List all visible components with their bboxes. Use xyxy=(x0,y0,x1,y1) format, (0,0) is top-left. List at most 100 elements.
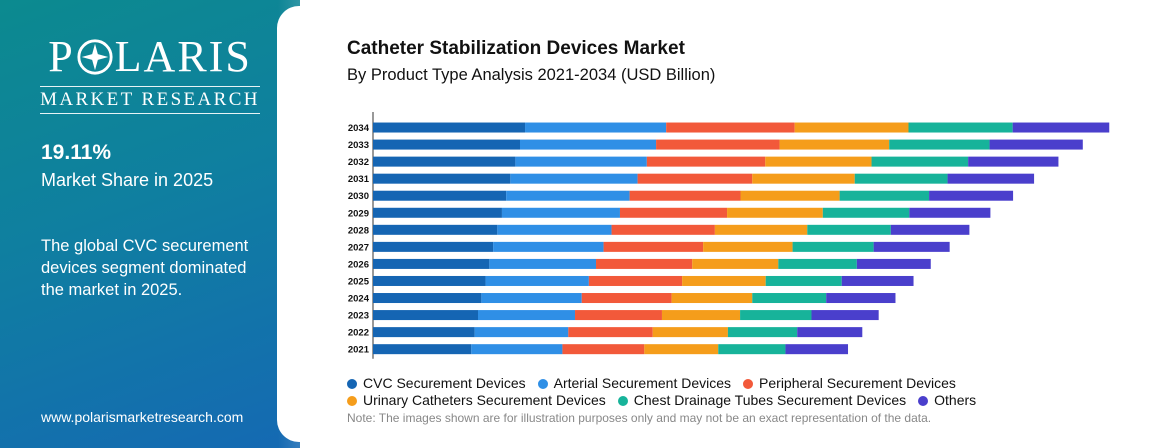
bar-2027-series-0 xyxy=(373,241,494,252)
logo-letter-p: P xyxy=(48,32,75,81)
bar-2034-series-1 xyxy=(525,122,667,133)
bar-2032-series-5 xyxy=(968,156,1059,167)
legend-item-others: Others xyxy=(918,392,976,409)
disclaimer-note: Note: The images shown are for illustrat… xyxy=(347,411,932,425)
legend-row-1: CVC Securement Devices Arterial Secureme… xyxy=(347,375,1147,392)
bar-2030-series-4 xyxy=(839,190,930,201)
bar-2025-series-1 xyxy=(485,275,589,286)
bar-2033-series-2 xyxy=(656,139,780,150)
bar-2030-series-5 xyxy=(929,190,1014,201)
bar-2024-series-5 xyxy=(826,293,896,304)
bar-2027-series-1 xyxy=(493,241,604,252)
chart-title: Catheter Stabilization Devices Market xyxy=(347,38,685,59)
legend-label-peripheral: Peripheral Securement Devices xyxy=(759,375,956,391)
bar-2029-series-4 xyxy=(822,207,910,218)
bar-2031-series-1 xyxy=(510,173,638,184)
y-tick-label-2027: 2027 xyxy=(348,242,369,253)
bar-2026-series-5 xyxy=(856,258,931,269)
bar-2021-series-0 xyxy=(373,344,472,355)
bar-2031-series-4 xyxy=(854,173,948,184)
legend-label-others: Others xyxy=(934,392,977,408)
bar-2034-series-0 xyxy=(373,122,526,133)
bar-2029-series-0 xyxy=(373,207,502,218)
bar-2032-series-4 xyxy=(871,156,969,167)
bar-2024-series-1 xyxy=(481,293,582,304)
y-tick-label-2025: 2025 xyxy=(348,276,370,287)
bar-2029-series-2 xyxy=(619,207,728,218)
bar-2033-series-4 xyxy=(889,139,990,150)
bar-2026-series-1 xyxy=(489,258,597,269)
bar-2022-series-1 xyxy=(474,327,569,338)
bar-2022-series-0 xyxy=(373,327,475,338)
bar-2026-series-3 xyxy=(692,258,779,269)
bar-2029-series-1 xyxy=(501,207,620,218)
y-tick-label-2026: 2026 xyxy=(348,259,369,270)
bar-2025-series-0 xyxy=(373,275,486,286)
bar-2032-series-0 xyxy=(373,156,516,167)
legend-label-chest: Chest Drainage Tubes Securement Devices xyxy=(633,392,907,408)
bar-2031-series-3 xyxy=(752,173,855,184)
bar-2029-series-3 xyxy=(727,207,823,218)
legend-dot-chest xyxy=(617,395,628,406)
logo: P LARIS MARKET RESEARCH xyxy=(40,34,260,114)
bar-2028-series-5 xyxy=(890,224,970,235)
legend-dot-others xyxy=(918,395,929,406)
bar-2026-series-4 xyxy=(778,258,857,269)
y-tick-label-2024: 2024 xyxy=(348,294,370,305)
bar-2030-series-1 xyxy=(506,190,630,201)
bar-2022-series-4 xyxy=(727,327,798,338)
bar-2023-series-3 xyxy=(661,310,741,321)
bar-2027-series-5 xyxy=(873,241,950,252)
bar-2032-series-2 xyxy=(646,156,766,167)
bar-2031-series-0 xyxy=(373,173,511,184)
bar-2028-series-2 xyxy=(611,224,715,235)
chart-legend: CVC Securement Devices Arterial Secureme… xyxy=(347,375,1147,409)
chart-card xyxy=(277,6,1155,442)
bar-2030-series-0 xyxy=(373,190,507,201)
y-tick-label-2032: 2032 xyxy=(348,157,369,168)
bar-2028-series-1 xyxy=(497,224,612,235)
left-panel: P LARIS MARKET RESEARCH 19.11% Market Sh… xyxy=(0,0,302,448)
bar-2034-series-3 xyxy=(794,122,909,133)
chart-subtitle: By Product Type Analysis 2021-2034 (USD … xyxy=(347,66,716,84)
legend-item-urinary: Urinary Catheters Securement Devices xyxy=(347,392,606,409)
bar-2031-series-5 xyxy=(947,173,1035,184)
bar-2023-series-0 xyxy=(373,310,478,321)
bar-2030-series-2 xyxy=(629,190,741,201)
bar-2023-series-2 xyxy=(575,310,662,321)
compass-star-icon xyxy=(77,39,113,75)
bar-2028-series-4 xyxy=(807,224,891,235)
y-tick-label-2030: 2030 xyxy=(348,191,369,202)
bar-2028-series-3 xyxy=(714,224,808,235)
bar-2023-series-4 xyxy=(740,310,812,321)
bar-2021-series-2 xyxy=(562,344,645,355)
legend-dot-peripheral xyxy=(743,378,754,389)
logo-letters-laris: LARIS xyxy=(114,32,252,81)
market-share-value: 19.11% xyxy=(41,141,112,164)
bar-2033-series-5 xyxy=(989,139,1083,150)
y-tick-label-2033: 2033 xyxy=(348,140,369,151)
legend-label-arterial: Arterial Securement Devices xyxy=(553,375,732,391)
legend-item-chest: Chest Drainage Tubes Securement Devices xyxy=(617,392,907,409)
y-tick-label-2028: 2028 xyxy=(348,225,369,236)
bar-2033-series-3 xyxy=(779,139,890,150)
logo-wordmark: P LARIS xyxy=(40,34,260,80)
bar-2024-series-3 xyxy=(671,293,753,304)
bar-2027-series-3 xyxy=(703,241,793,252)
bar-2028-series-0 xyxy=(373,224,498,235)
legend-label-cvc: CVC Securement Devices xyxy=(363,375,526,391)
y-tick-label-2031: 2031 xyxy=(348,174,370,185)
bar-2024-series-0 xyxy=(373,293,482,304)
legend-row-2: Urinary Catheters Securement Devices Che… xyxy=(347,392,1147,409)
bar-2021-series-4 xyxy=(718,344,786,355)
bar-2021-series-3 xyxy=(644,344,719,355)
legend-dot-cvc xyxy=(347,378,357,389)
bar-2026-series-0 xyxy=(373,258,490,269)
bar-2022-series-2 xyxy=(568,327,653,338)
bar-2031-series-2 xyxy=(637,173,753,184)
website-link[interactable]: www.polarismarketresearch.com xyxy=(41,409,244,425)
y-tick-label-2021: 2021 xyxy=(348,345,370,356)
bar-2022-series-3 xyxy=(652,327,728,338)
bar-2025-series-5 xyxy=(841,275,914,286)
y-tick-label-2029: 2029 xyxy=(348,208,369,219)
